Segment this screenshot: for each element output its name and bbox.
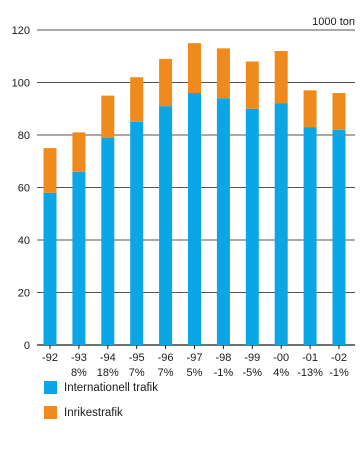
change-label: -5% <box>243 367 263 379</box>
y-tick-label: 40 <box>18 235 30 247</box>
x-tick-label: -92 <box>42 352 58 364</box>
bar-international <box>101 137 115 345</box>
bar-international <box>159 106 173 345</box>
x-tick-label: -97 <box>187 352 203 364</box>
x-axis-ticks: -92 -93 8% -94 18% -95 7% -96 7% -97 5% -98 -1% -99 -5… <box>42 352 349 379</box>
x-tick-label: -02 <box>331 352 347 364</box>
legend-item-international: Internationell trafik <box>44 381 158 394</box>
stacked-bar-chart: 0 20 40 60 80 100 120 -92 -93 8% -94 18% -95 7% -96 7%… <box>12 16 355 379</box>
change-label: -13% <box>297 367 323 379</box>
unit-label: 1000 ton <box>312 16 355 28</box>
bar-domestic <box>188 43 201 93</box>
x-tick-label: -94 <box>100 352 116 364</box>
legend-item-domestic: Inrikestrafik <box>44 406 123 419</box>
y-tick-label: 60 <box>18 183 30 195</box>
bar-international <box>130 121 144 345</box>
y-tick-label: 100 <box>12 78 30 90</box>
change-label: 4% <box>273 367 289 379</box>
bar-domestic <box>216 48 230 99</box>
y-tick-label: 80 <box>18 130 30 142</box>
change-label: 5% <box>187 367 203 379</box>
x-tick-label: -93 <box>71 352 87 364</box>
y-tick-label: 20 <box>18 288 30 300</box>
bar-domestic <box>43 148 57 193</box>
y-tick-label: 120 <box>12 25 30 37</box>
y-tick-label: 0 <box>24 340 30 352</box>
bar-domestic <box>332 93 346 130</box>
x-tick-label: -99 <box>244 352 260 364</box>
change-label: 18% <box>97 367 119 379</box>
x-tick-label: -00 <box>273 352 289 364</box>
legend-swatch-domestic <box>44 406 57 419</box>
bar-domestic <box>274 51 288 104</box>
bars <box>43 43 346 349</box>
bar-domestic <box>303 90 317 128</box>
bar-international <box>245 108 259 345</box>
y-axis-ticks: 0 20 40 60 80 100 120 <box>12 25 30 352</box>
bar-domestic <box>101 95 115 138</box>
legend-label-domestic: Inrikestrafik <box>64 406 123 419</box>
x-tick-label: -95 <box>129 352 145 364</box>
change-label: -1% <box>214 367 234 379</box>
bar-international <box>303 127 317 345</box>
bar-domestic <box>159 58 173 107</box>
change-label: -1% <box>329 367 349 379</box>
bar-international <box>188 93 201 345</box>
x-tick-label: -98 <box>215 352 231 364</box>
bar-international <box>43 192 57 345</box>
change-label: 7% <box>129 367 145 379</box>
bar-international <box>216 98 230 345</box>
bar-domestic <box>130 77 144 122</box>
bar-domestic <box>72 132 86 172</box>
bar-domestic <box>245 61 259 109</box>
change-label: 8% <box>71 367 87 379</box>
change-label: 7% <box>158 367 174 379</box>
bar-international <box>72 171 86 345</box>
legend-label-international: Internationell trafik <box>64 381 158 394</box>
x-tick-label: -01 <box>302 352 318 364</box>
legend-swatch-international <box>44 381 57 394</box>
bar-international <box>274 103 288 345</box>
x-tick-label: -96 <box>158 352 174 364</box>
bar-international <box>332 129 346 345</box>
